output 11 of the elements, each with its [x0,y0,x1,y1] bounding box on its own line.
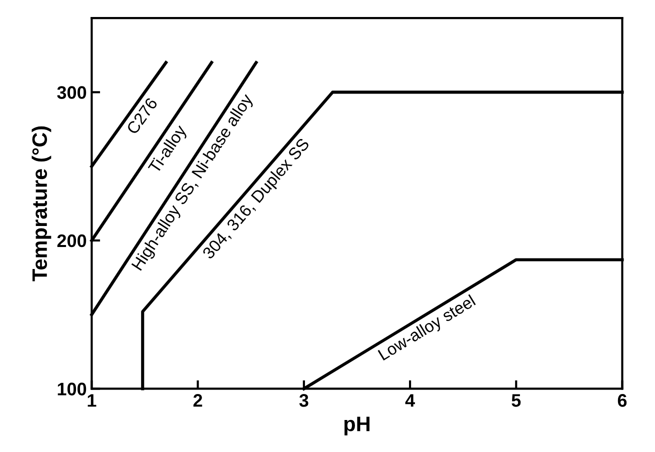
x-tick-label: 6 [618,394,627,407]
x-axis-title: pH [344,416,370,436]
x-tick-label: 4 [405,394,415,407]
y-tick-label: 300 [57,86,86,99]
y-axis-title: Temprature (°C) [32,126,52,282]
x-tick-label: 5 [512,394,521,407]
y-tick-label: 100 [58,382,86,396]
x-tick-label: 2 [193,394,202,407]
y-tick-label: 200 [57,234,86,248]
x-tick-label: 3 [299,394,308,407]
x-tick-label: 1 [88,394,96,407]
